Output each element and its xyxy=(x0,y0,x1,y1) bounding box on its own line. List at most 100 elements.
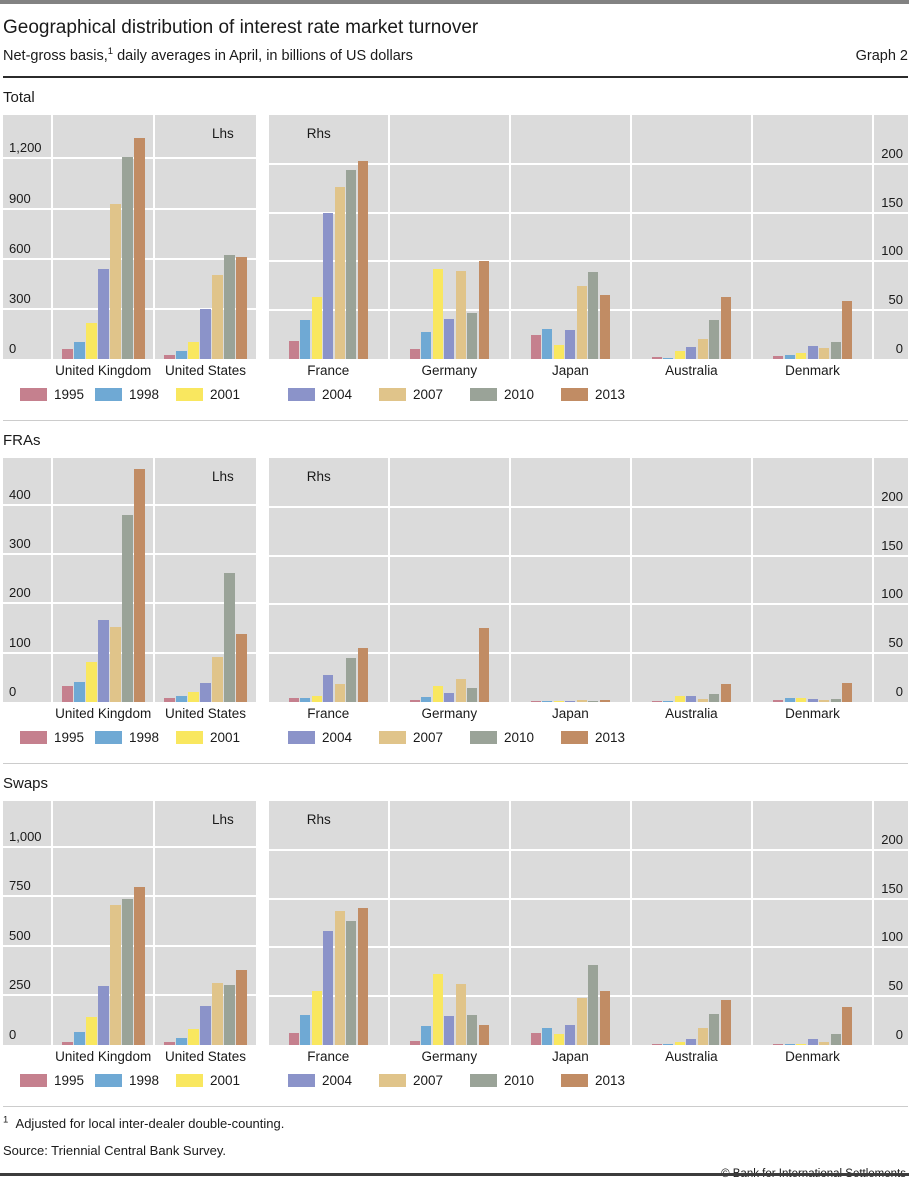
legend-item-2007: 2007 xyxy=(379,387,470,402)
tick-label-150: 150 xyxy=(881,194,903,210)
legend-label-1995: 1995 xyxy=(54,387,85,402)
bar-australia-1995 xyxy=(651,357,662,359)
gridline-750 xyxy=(3,895,256,898)
bar-japan-2004 xyxy=(565,330,576,359)
gridline-1000 xyxy=(3,845,256,848)
bar-denmark-2004 xyxy=(807,346,818,359)
tick-label-100: 100 xyxy=(881,929,903,945)
category-label-denmark: Denmark xyxy=(785,362,840,378)
bar-denmark-2010 xyxy=(830,342,841,359)
legend-swatch-2004 xyxy=(288,731,315,744)
tick-label-150: 150 xyxy=(881,537,903,553)
bar-united-kingdom-1995 xyxy=(61,349,73,359)
legend-label-2010: 2010 xyxy=(504,1073,535,1088)
bar-japan-2004 xyxy=(565,701,576,702)
legend-swatch-2010 xyxy=(470,388,497,401)
plot-section-japan xyxy=(510,458,630,702)
bar-germany-2013 xyxy=(478,628,489,702)
bar-japan-1998 xyxy=(542,1028,553,1045)
bar-united-kingdom-2013 xyxy=(133,138,145,359)
bars-layer xyxy=(3,458,256,702)
country-group-denmark xyxy=(753,801,872,1045)
bar-germany-2001 xyxy=(432,269,443,359)
bar-australia-2010 xyxy=(709,694,720,702)
bar-japan-2010 xyxy=(588,701,599,702)
tick-label-50: 50 xyxy=(888,978,903,994)
legend-swatch-2004 xyxy=(288,1074,315,1087)
plot-section-japan xyxy=(510,115,630,359)
gridline-150 xyxy=(268,897,908,900)
bar-denmark-2007 xyxy=(819,348,829,359)
bar-united-states-2007 xyxy=(212,275,224,359)
panel-swaps: Swaps 0 250 500 750 1,000 Lhs United Kingdom Uni… xyxy=(3,775,909,1107)
bar-japan-2007 xyxy=(576,998,587,1045)
bar-united-states-2007 xyxy=(212,983,224,1045)
legend-label-2001: 2001 xyxy=(210,1073,241,1088)
legend-swatch-2010 xyxy=(470,1074,497,1087)
tick-label-100: 100 xyxy=(881,243,903,259)
bar-united-kingdom-2001 xyxy=(85,662,97,702)
legend-swatch-2004 xyxy=(288,388,315,401)
legend-label-2004: 2004 xyxy=(322,730,353,745)
bar-france-1995 xyxy=(288,341,299,359)
gridline-150 xyxy=(268,211,908,214)
legend-item-1998: 1998 xyxy=(95,730,176,745)
rhs-chart: 0 50 100 150 200 Rhs France Germany Japan Austral… xyxy=(268,115,909,381)
tick-label-100: 100 xyxy=(881,586,903,602)
bar-germany-1998 xyxy=(421,697,432,702)
bar-france-2013 xyxy=(357,908,368,1045)
source-line: Source: Triennial Central Bank Survey. xyxy=(3,1143,227,1158)
bar-united-kingdom-1995 xyxy=(61,1042,73,1045)
category-label-united-kingdom: United Kingdom xyxy=(55,1048,152,1064)
chart-panels: Total 0 300 600 900 1,200 Lhs United Kingdom Uni… xyxy=(3,89,909,1107)
bar-denmark-1998 xyxy=(784,355,795,359)
bar-japan-2004 xyxy=(565,1025,576,1045)
legend-swatch-1998 xyxy=(95,731,122,744)
category-label-united-states: United States xyxy=(165,705,247,721)
category-label-japan: Japan xyxy=(551,362,589,378)
bar-australia-2001 xyxy=(674,351,685,359)
legend-row: 1995 1998 2001 2004 2007 2010 2013 xyxy=(3,382,908,407)
bars-layer xyxy=(269,801,908,1045)
legend-label-2010: 2010 xyxy=(504,387,535,402)
tick-label-300: 300 xyxy=(9,536,31,552)
bar-australia-2001 xyxy=(674,696,685,702)
tick-label-0: 0 xyxy=(9,341,17,356)
bar-united-kingdom-2007 xyxy=(109,204,121,359)
tick-label-200: 200 xyxy=(9,585,31,601)
footnote: 1 Adjusted for local inter-dealer double… xyxy=(3,1115,908,1132)
tick-label-0: 0 xyxy=(895,1027,903,1042)
page-title: Geographical distribution of interest ra… xyxy=(3,17,479,38)
gridline-50 xyxy=(268,995,908,998)
bar-france-2007 xyxy=(334,911,345,1045)
country-group-united-states xyxy=(155,801,255,1045)
legend-item-2001: 2001 xyxy=(176,387,258,402)
bar-denmark-1998 xyxy=(784,1044,795,1045)
legend-label-2013: 2013 xyxy=(595,387,626,402)
bar-germany-2001 xyxy=(432,686,443,702)
plot-section-japan xyxy=(510,801,630,1045)
header-rule xyxy=(3,76,908,78)
bar-france-2004 xyxy=(323,213,334,359)
plot-section-australia xyxy=(631,115,751,359)
bar-denmark-2001 xyxy=(796,698,806,702)
axis-side-label: Lhs xyxy=(211,126,234,141)
bar-united-states-2010 xyxy=(224,255,236,359)
category-label-denmark: Denmark xyxy=(785,1048,840,1064)
category-label-france: France xyxy=(307,705,350,721)
legend-label-2013: 2013 xyxy=(595,730,626,745)
legend-swatch-2013 xyxy=(561,1074,588,1087)
tick-label-500: 500 xyxy=(9,927,31,943)
bar-japan-1995 xyxy=(530,335,541,359)
category-label-australia: Australia xyxy=(665,362,718,378)
bar-japan-2001 xyxy=(553,1034,564,1045)
page-content: Geographical distribution of interest ra… xyxy=(0,17,909,1180)
country-group-united-kingdom xyxy=(53,801,153,1045)
category-labels: France Germany Japan Australia Denmark xyxy=(269,359,908,381)
bar-japan-2007 xyxy=(576,286,587,359)
country-group-united-states xyxy=(155,458,255,702)
plot-section-germany xyxy=(389,115,509,359)
plot-area: 0 50 100 150 200 Rhs xyxy=(268,115,909,359)
legend-item-2010: 2010 xyxy=(470,1073,561,1088)
